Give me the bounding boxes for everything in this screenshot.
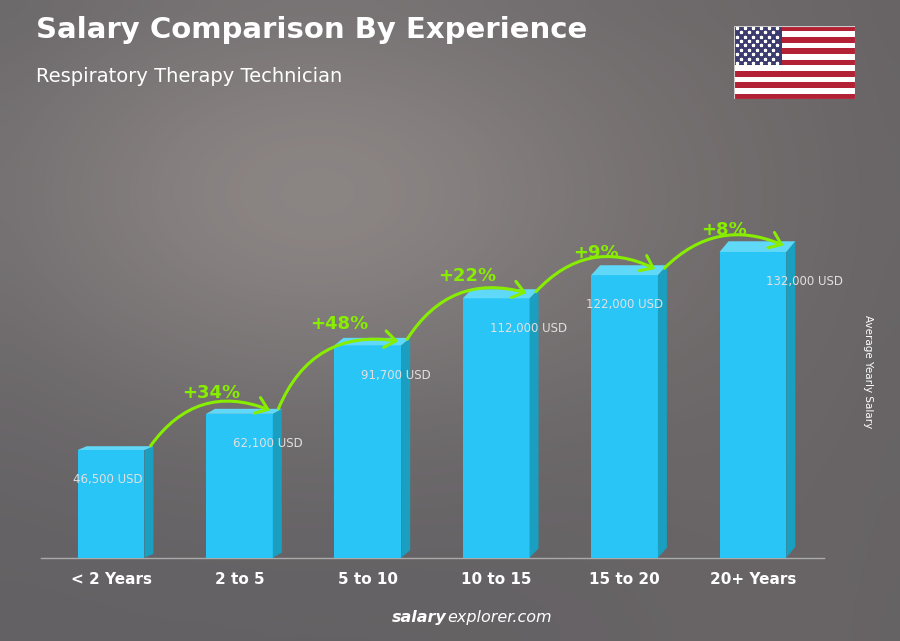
- Polygon shape: [719, 241, 796, 252]
- Text: Salary Comparison By Experience: Salary Comparison By Experience: [36, 16, 587, 44]
- Bar: [734, 37, 855, 43]
- FancyArrowPatch shape: [536, 256, 653, 292]
- Polygon shape: [206, 409, 282, 414]
- Polygon shape: [335, 338, 410, 345]
- Text: Average Yearly Salary: Average Yearly Salary: [862, 315, 873, 428]
- Bar: [734, 31, 855, 37]
- Polygon shape: [658, 265, 667, 558]
- Polygon shape: [273, 409, 282, 558]
- Text: +34%: +34%: [182, 385, 240, 403]
- Text: 46,500 USD: 46,500 USD: [73, 473, 142, 487]
- Text: salary: salary: [392, 610, 446, 625]
- Bar: [591, 275, 658, 558]
- Text: explorer.com: explorer.com: [447, 610, 552, 625]
- Polygon shape: [145, 446, 154, 558]
- Bar: [719, 252, 787, 558]
- Polygon shape: [529, 289, 538, 558]
- Polygon shape: [401, 338, 410, 558]
- Polygon shape: [787, 241, 796, 558]
- FancyArrowPatch shape: [278, 331, 396, 409]
- Bar: [463, 298, 529, 558]
- Bar: [734, 77, 855, 82]
- Text: 122,000 USD: 122,000 USD: [586, 299, 663, 312]
- Bar: [734, 65, 855, 71]
- Bar: [734, 43, 855, 48]
- Bar: [734, 71, 855, 77]
- Bar: [206, 414, 273, 558]
- Text: 112,000 USD: 112,000 USD: [490, 322, 567, 335]
- Bar: [734, 54, 855, 60]
- Text: +48%: +48%: [310, 315, 368, 333]
- Bar: [734, 26, 855, 31]
- Text: 62,100 USD: 62,100 USD: [233, 437, 302, 450]
- Bar: [734, 88, 855, 94]
- Bar: [734, 26, 782, 65]
- Text: +9%: +9%: [573, 244, 619, 262]
- Bar: [77, 450, 145, 558]
- Polygon shape: [463, 289, 538, 298]
- Text: 91,700 USD: 91,700 USD: [362, 369, 431, 381]
- FancyArrowPatch shape: [150, 397, 268, 446]
- Bar: [335, 345, 401, 558]
- Polygon shape: [77, 446, 154, 450]
- Text: Respiratory Therapy Technician: Respiratory Therapy Technician: [36, 67, 342, 87]
- FancyArrowPatch shape: [664, 233, 781, 268]
- Bar: [734, 82, 855, 88]
- Polygon shape: [591, 265, 667, 275]
- Bar: [734, 60, 855, 65]
- Bar: [734, 48, 855, 54]
- Bar: [734, 94, 855, 99]
- Text: +8%: +8%: [701, 221, 747, 238]
- Text: +22%: +22%: [438, 267, 497, 285]
- FancyArrowPatch shape: [407, 281, 525, 339]
- Text: 132,000 USD: 132,000 USD: [766, 275, 842, 288]
